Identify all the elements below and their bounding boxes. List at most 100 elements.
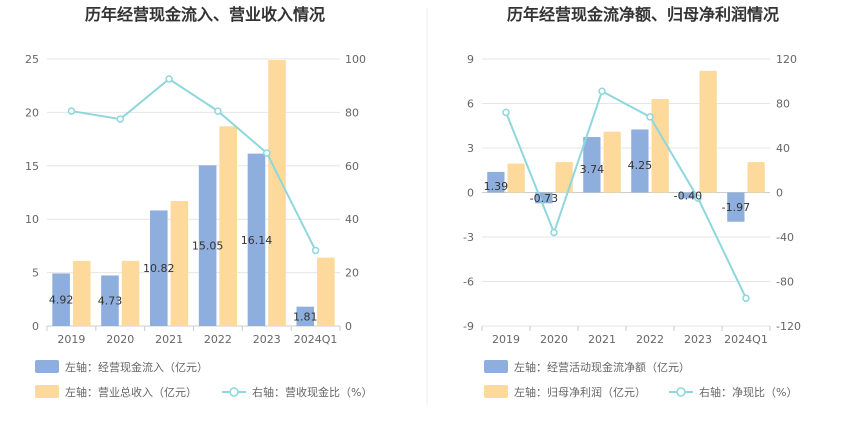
left-axis-tick-label: 25 [25,53,39,66]
bar-secondary [219,126,237,326]
ratio-point [214,107,222,115]
bar-primary [247,153,266,326]
bar-data-label: 3.74 [580,163,605,176]
legend-label: 左轴：经营活动现金流净额（亿元） [514,360,690,374]
legend-swatch-bar [35,385,59,398]
ratio-point [67,107,76,115]
bar-primary [487,171,505,193]
bar-data-label: -0.73 [530,192,558,205]
right-axis-tick-label: 40 [345,213,359,226]
ratio-point [598,87,606,96]
bar-secondary [317,257,335,326]
ratio-point [263,149,271,157]
ratio-line [71,77,317,251]
left-axis-tick-label: 3 [467,142,474,155]
bar-secondary [651,99,669,193]
right-axis-tick-label: 20 [345,267,359,280]
x-axis-category-label: 2020 [106,333,134,346]
x-axis-category-label: 2023 [684,333,712,346]
right-axis-tick-label: -80 [776,276,794,289]
left-axis-tick-label: 6 [467,98,474,111]
bar-secondary [699,70,717,193]
legend-swatch-point [676,387,686,397]
ratio-point [311,246,320,255]
left-axis-tick-label: -3 [463,231,474,244]
legend-swatch-bar [484,385,508,398]
legend-label: 右轴：净现比（%） [699,385,797,399]
bar-secondary [747,162,765,193]
left-axis-tick-label: 0 [32,320,39,333]
right-axis-tick-label: 0 [776,187,783,200]
chart-net-cash-profit: 历年经营现金流净额、归母净利润情况 -9 -6 -3 0 3 6 9 -120 -80 -40 0 4… [463,5,801,399]
bar-primary [727,192,745,222]
x-axis-category-label: 2023 [253,333,281,346]
x-axis-category-label: 2024Q1 [724,333,768,346]
bar-data-label: 1.81 [293,311,318,324]
left-axis-tick-label: 20 [25,106,39,119]
right-axis-tick-label: 80 [776,98,790,111]
left-axis-tick-label: 10 [25,213,39,226]
left-axis-tick-label: 9 [467,53,474,66]
ratio-point [165,75,173,83]
legend-label: 左轴：营业总收入（亿元） [65,385,197,399]
bar-data-label: 4.25 [628,159,653,172]
left-axis-tick-label: -9 [463,320,474,333]
x-axis-category-label: 2022 [636,333,664,346]
bar-primary [198,165,217,326]
left-axis-tick-label: 0 [467,187,474,200]
right-axis-tick-label: 120 [776,53,797,66]
ratio-point [742,294,750,302]
bar-primary [101,275,119,326]
bar-primary [535,192,553,204]
left-axis-tick-label: -6 [463,276,474,289]
bar-secondary [170,201,189,326]
right-axis-tick-label: 80 [345,106,359,119]
x-axis-category-label: 2020 [540,333,568,346]
bar-data-label: -0.40 [674,189,702,202]
bar-secondary [603,131,621,193]
bar-secondary [268,60,286,327]
bar-data-label: 15.05 [192,240,224,253]
legend-label: 右轴：营收现金比（%） [252,385,372,399]
bar-primary [296,306,315,326]
bar-data-label: 16.14 [241,234,273,247]
legend-swatch-bar [484,360,508,373]
chart-title: 历年经营现金流净额、归母净利润情况 [507,5,779,24]
ratio-point [646,113,654,121]
bar-primary [150,210,168,326]
bar-data-label: 1.39 [484,180,509,193]
right-axis-tick-label: -120 [776,320,801,333]
ratio-line [505,89,747,299]
bar-data-label: -1.97 [722,201,750,214]
ratio-point [694,194,702,202]
legend-swatch-point [229,387,239,397]
ratio-point [116,115,124,123]
bar-primary [631,129,649,193]
bar-secondary [121,260,140,326]
bar-primary [679,192,697,199]
bar-secondary [507,163,525,193]
x-axis-category-label: 2024Q1 [294,333,338,346]
x-axis-category-label: 2022 [204,333,232,346]
right-axis-tick-label: 100 [345,53,366,66]
right-axis-tick-label: 60 [345,160,359,173]
bar-data-label: 4.73 [98,295,123,308]
chart-title: 历年经营现金流入、营业收入情况 [85,5,325,24]
bar-primary [583,137,601,193]
right-axis-tick-label: -40 [776,231,794,244]
left-axis-tick-label: 15 [25,160,39,173]
chart-cash-inflow-revenue: 历年经营现金流入、营业收入情况 0 5 10 15 20 25 0 20 40 60 80 100 20… [25,5,372,399]
right-axis-tick-label: 0 [345,320,352,333]
bar-secondary [72,260,91,326]
right-axis-tick-label: 40 [776,142,790,155]
bar-data-label: 4.92 [49,294,74,307]
ratio-point [502,108,510,117]
x-axis-category-label: 2021 [588,333,616,346]
legend-swatch-bar [35,360,59,373]
ratio-point [550,228,558,237]
x-axis-category-label: 2021 [155,333,183,346]
left-axis-tick-label: 5 [32,267,39,280]
legend-label: 左轴：经营现金流入（亿元） [65,360,208,374]
x-axis-category-label: 2019 [492,333,520,346]
